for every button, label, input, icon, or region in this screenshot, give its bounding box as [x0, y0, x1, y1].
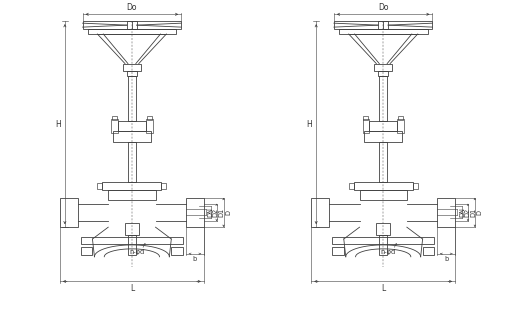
Bar	[162, 183, 166, 189]
Bar	[334, 21, 432, 29]
Text: Do: Do	[378, 3, 389, 12]
Bar	[423, 247, 435, 255]
Bar	[127, 21, 137, 29]
Bar	[365, 131, 402, 142]
Bar	[83, 21, 181, 29]
Bar	[349, 183, 354, 189]
Bar	[398, 116, 403, 120]
Bar	[171, 247, 183, 255]
Text: DN: DN	[208, 207, 214, 217]
Bar	[374, 64, 392, 72]
Bar	[125, 223, 139, 235]
Bar	[60, 198, 78, 227]
Text: D2: D2	[213, 208, 219, 217]
Bar	[379, 142, 387, 182]
Text: H: H	[306, 120, 312, 129]
Bar	[147, 116, 152, 120]
Bar	[102, 182, 162, 190]
Text: D2: D2	[464, 208, 470, 217]
Text: b: b	[444, 256, 449, 262]
Bar	[128, 76, 136, 121]
Text: D1: D1	[470, 208, 476, 217]
Bar	[354, 182, 413, 190]
Text: b: b	[193, 256, 197, 262]
Text: D: D	[226, 210, 231, 215]
Bar	[332, 247, 344, 255]
Bar	[128, 142, 136, 182]
Text: D: D	[477, 210, 483, 215]
Text: n-φd: n-φd	[380, 249, 396, 255]
Bar	[123, 64, 141, 72]
Bar	[413, 183, 418, 189]
Bar	[376, 223, 390, 235]
Text: n-φd: n-φd	[129, 249, 144, 255]
Text: DN: DN	[459, 207, 465, 217]
Bar	[146, 119, 153, 133]
Bar	[81, 247, 92, 255]
Bar	[438, 198, 455, 227]
Bar	[379, 235, 387, 255]
Bar	[378, 72, 388, 76]
Bar	[359, 190, 407, 200]
Bar	[397, 119, 404, 133]
Bar	[379, 76, 387, 121]
Bar	[311, 198, 329, 227]
Bar	[111, 119, 118, 133]
Bar	[81, 237, 183, 244]
Bar	[88, 29, 176, 34]
Bar	[363, 119, 369, 133]
Bar	[108, 190, 156, 200]
Text: D1: D1	[219, 208, 225, 217]
Text: L: L	[381, 284, 386, 293]
Bar	[364, 116, 368, 120]
Bar	[332, 237, 435, 244]
Bar	[118, 121, 146, 131]
Bar	[378, 21, 388, 29]
Bar	[339, 29, 428, 34]
Bar	[127, 72, 137, 76]
Text: H: H	[55, 120, 61, 129]
Text: Do: Do	[127, 3, 137, 12]
Bar	[112, 116, 117, 120]
Bar	[369, 121, 397, 131]
Bar	[113, 131, 151, 142]
Bar	[97, 183, 102, 189]
Bar	[128, 235, 136, 255]
Text: L: L	[130, 284, 134, 293]
Bar	[186, 198, 204, 227]
